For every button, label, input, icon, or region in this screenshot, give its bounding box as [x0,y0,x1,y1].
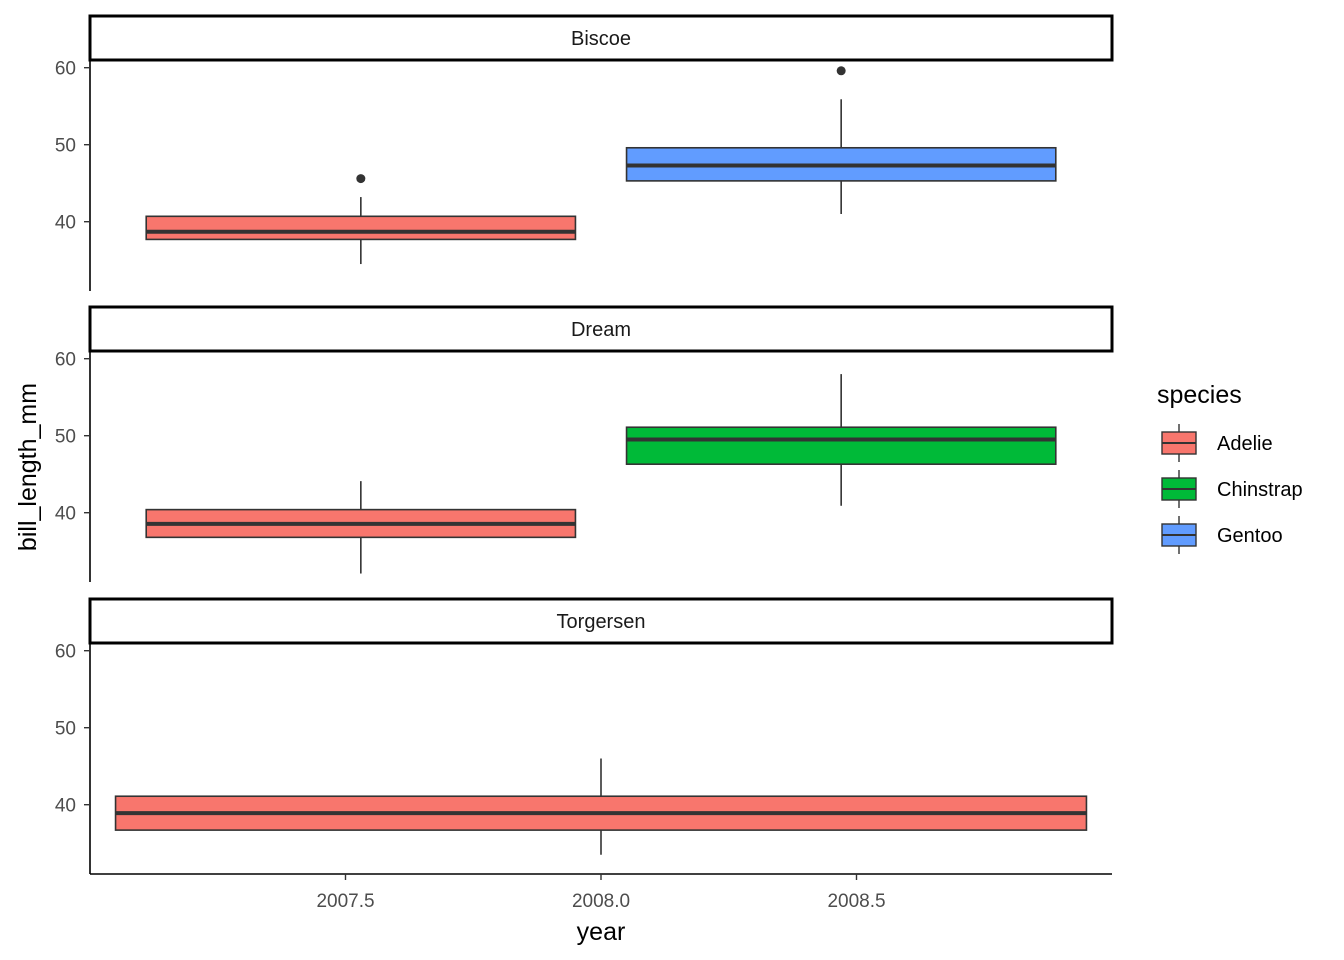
x-tick-label: 2007.5 [316,891,374,912]
x-tick-label: 2008.0 [572,891,630,912]
legend-key-chinstrap: Chinstrap [1161,470,1303,508]
box-adelie [145,481,577,574]
facet-panel-dream: Dream 40 50 60 [55,305,1114,582]
facet-strip [88,597,1114,645]
facet-strip [88,14,1114,62]
facet-strip [88,305,1114,353]
y-tick-label: 40 [55,504,76,525]
x-axis: 2007.5 2008.0 2008.5 [90,873,1112,912]
x-tick-label: 2008.5 [827,891,885,912]
legend-title: species [1157,381,1242,409]
box-iqr [145,215,577,241]
y-tick-label: 50 [55,427,76,448]
facet-panels: Biscoe 40 50 60 Dream 40 50 60 Torgersen 40 50 60 [55,14,1114,874]
y-tick-label: 40 [55,213,76,234]
y-tick-label: 60 [55,59,76,80]
legend: species Adelie Chinstrap Gentoo [1157,381,1303,554]
box-adelie [145,174,577,265]
y-tick-label: 60 [55,642,76,663]
legend-label: Adelie [1217,433,1273,455]
legend-key-adelie: Adelie [1161,424,1273,462]
outlier-point [836,66,846,76]
facet-panel-biscoe: Biscoe 40 50 60 [55,14,1114,291]
box-adelie [114,758,1088,855]
y-axis-title: bill_length_mm [14,383,42,551]
facet-panel-torgersen: Torgersen 40 50 60 [55,597,1114,874]
legend-key-gentoo: Gentoo [1161,516,1283,554]
y-tick-label: 60 [55,350,76,371]
outlier-point [356,174,366,184]
box-chinstrap [625,374,1057,506]
y-tick-label: 50 [55,719,76,740]
box-gentoo [625,66,1057,214]
box-iqr [625,426,1057,465]
x-axis-title: year [577,918,626,946]
facet-strip-label: Dream [571,319,631,341]
y-tick-label: 40 [55,796,76,817]
legend-label: Gentoo [1217,525,1283,547]
facet-strip-label: Biscoe [571,28,631,50]
facet-strip-label: Torgersen [557,611,646,633]
legend-label: Chinstrap [1217,479,1303,501]
y-tick-label: 50 [55,136,76,157]
